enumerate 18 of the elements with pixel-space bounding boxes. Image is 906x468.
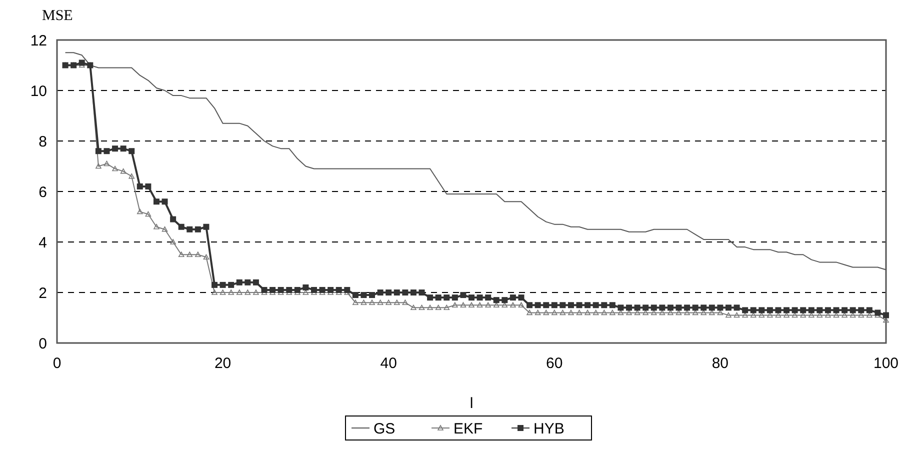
x-tick-label: 0 <box>52 355 62 372</box>
x-tick-label: 20 <box>214 355 232 372</box>
legend-label: HYB <box>534 420 564 438</box>
x-tick-label: 100 <box>873 355 899 372</box>
y-tick-label: 10 <box>30 82 47 100</box>
y-tick-label: 0 <box>38 335 47 352</box>
y-tick-label: 2 <box>38 284 47 302</box>
x-tick-label: 40 <box>380 355 397 372</box>
legend-label: EKF <box>454 420 483 438</box>
y-tick-label: 8 <box>38 133 47 150</box>
x-tick-label: 80 <box>712 355 729 372</box>
x-axis-title: l <box>470 395 474 412</box>
y-tick-label: 12 <box>30 32 47 50</box>
legend-label: GS <box>374 420 396 438</box>
x-tick-label: 60 <box>546 355 563 372</box>
y-axis-title: MSE <box>42 8 73 24</box>
y-tick-label: 4 <box>38 234 47 252</box>
y-tick-label: 6 <box>38 184 47 201</box>
